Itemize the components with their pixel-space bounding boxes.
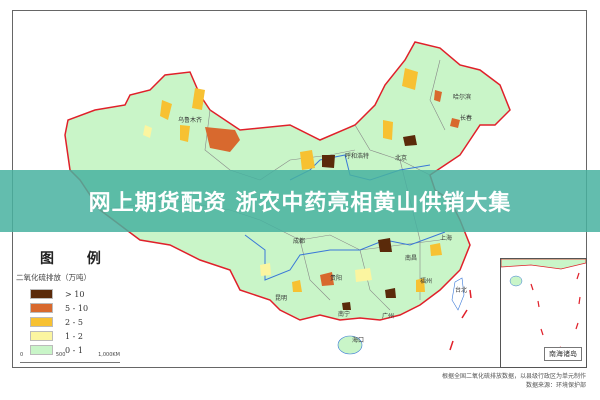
legend: 图 例 二氧化硫排放（万吨） > 10 5 - 10 2 - 5 1 - 2 0…	[16, 248, 115, 357]
city-label: 成都	[293, 237, 305, 245]
city-label: 呼和浩特	[345, 152, 369, 160]
legend-label: 0 - 1	[65, 345, 83, 355]
city-label: 福州	[420, 277, 432, 285]
legend-label: 1 - 2	[65, 331, 83, 341]
scale-bar: 0 500 1,000KM	[20, 352, 120, 363]
legend-label: > 10	[65, 289, 85, 299]
inset-label: 南海诸岛	[544, 347, 582, 361]
city-label: 上海	[440, 234, 452, 242]
city-label: 北京	[395, 154, 407, 162]
inset-map	[500, 258, 587, 350]
city-label: 广州	[382, 312, 394, 320]
legend-item: 2 - 5	[30, 315, 115, 329]
nine-dash-segments	[449, 289, 472, 351]
legend-subtitle: 二氧化硫排放（万吨）	[16, 273, 91, 282]
legend-item: 5 - 10	[30, 301, 115, 315]
scale-label: 1,000KM	[98, 352, 120, 358]
city-label: 台北	[455, 286, 467, 294]
legend-swatch	[30, 345, 53, 355]
legend-swatch	[30, 303, 53, 313]
legend-swatch	[30, 317, 53, 327]
city-label: 乌鲁木齐	[178, 116, 202, 124]
city-labels: 乌鲁木齐 呼和浩特 哈尔滨 长春 北京 成都 贵阳 昆明 南宁 广州 福州 南昌…	[178, 93, 472, 344]
legend-swatch	[30, 289, 53, 299]
map-footer: 根据全国二氧化硫排放数据，以县级行政区为单元制作 数据来源：环境保护部	[442, 372, 586, 390]
banner-text[interactable]: 网上期货配资 浙农中药亮相黄山供销大集	[88, 191, 512, 216]
city-label: 哈尔滨	[453, 93, 471, 101]
city-label: 南昌	[405, 254, 417, 262]
scale-label: 500	[55, 352, 66, 358]
footer-note: 根据全国二氧化硫排放数据，以县级行政区为单元制作	[441, 373, 586, 380]
legend-swatch	[30, 331, 53, 341]
legend-title: 图 例	[40, 251, 115, 267]
legend-item: 1 - 2	[30, 329, 115, 343]
legend-item: 0 - 1	[30, 343, 115, 357]
south-china-sea-inset: 南海诸岛	[500, 258, 587, 368]
city-label: 昆明	[275, 295, 287, 302]
legend-label: 2 - 5	[65, 317, 83, 327]
city-label: 海口	[352, 336, 364, 344]
city-label: 南宁	[338, 310, 350, 318]
scale-label: 0	[20, 352, 24, 358]
city-label: 贵阳	[330, 274, 342, 282]
legend-label: 5 - 10	[65, 303, 89, 313]
taiwan-island	[451, 277, 465, 311]
city-label: 长春	[460, 114, 472, 122]
hainan-island	[337, 335, 363, 355]
legend-item: > 10	[30, 287, 115, 301]
headline-banner[interactable]: 网上期货配资 浙农中药亮相黄山供销大集	[0, 170, 600, 232]
footer-source: 数据来源：环境保护部	[525, 382, 586, 389]
emission-patches	[143, 68, 460, 310]
